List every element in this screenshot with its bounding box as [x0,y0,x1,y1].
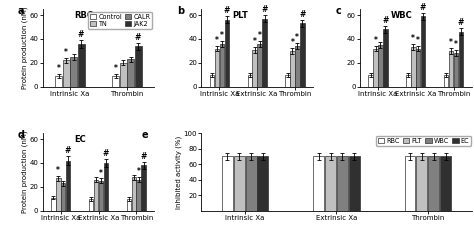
Bar [421,16,425,87]
Bar [285,75,290,87]
Text: WBC: WBC [391,11,413,20]
Text: *: * [114,64,118,73]
Text: *: * [253,37,256,46]
Text: a: a [18,6,25,16]
Legend: Control, TN, CALR, JAK2: Control, TN, CALR, JAK2 [88,12,152,29]
Y-axis label: Inhibited activity (%): Inhibited activity (%) [176,135,182,209]
Bar [404,156,415,211]
Bar [300,23,304,87]
Text: d: d [18,130,25,140]
Bar [454,53,458,87]
Bar [459,32,463,87]
Bar [440,156,451,211]
Bar [253,50,257,87]
Bar [378,45,383,87]
Bar [94,180,98,211]
Bar [141,165,146,211]
Text: *: * [215,35,219,45]
Text: *: * [64,48,68,57]
Bar [262,19,267,87]
Bar [374,49,378,87]
Bar [120,63,127,87]
Text: #: # [458,18,464,27]
Bar [222,156,233,211]
Bar [112,76,119,87]
Bar [295,46,300,87]
Text: e: e [142,130,148,140]
Bar [234,156,245,211]
Bar [132,177,136,211]
Bar [416,156,428,211]
Bar [61,183,65,211]
Bar [137,180,141,211]
Bar [290,51,295,87]
Bar [104,163,108,211]
Bar [349,156,360,211]
Text: *: * [56,166,60,175]
Text: *: * [220,31,224,40]
Text: *: * [295,33,299,42]
Text: PLT: PLT [233,11,248,20]
Text: #: # [420,3,426,12]
Text: #: # [103,150,109,158]
Bar [325,156,336,211]
Text: *: * [99,169,103,177]
Text: EC: EC [74,136,86,144]
Bar [210,75,214,87]
Bar [368,75,373,87]
Bar [219,44,224,87]
Bar [128,59,134,87]
Bar [411,47,416,87]
Bar [78,44,84,87]
Bar [56,178,61,211]
Text: *: * [258,31,262,40]
Bar [66,161,71,211]
Text: *: * [416,35,420,45]
Bar [89,199,93,211]
Bar [215,49,219,87]
Bar [449,51,453,87]
Text: #: # [135,33,141,42]
Text: #: # [78,30,84,39]
Text: #: # [299,10,305,19]
Bar [51,198,55,211]
Text: #: # [382,16,389,25]
Text: *: * [291,38,294,47]
Bar [257,156,268,211]
Bar [416,49,420,87]
Bar [135,46,142,87]
Text: RBC: RBC [74,11,93,20]
Text: #: # [224,6,230,15]
Text: *: * [449,38,453,47]
Legend: RBC, PLT, WBC, EC: RBC, PLT, WBC, EC [376,136,471,146]
Text: b: b [177,6,184,16]
Text: #: # [261,5,268,14]
Bar [313,156,324,211]
Bar [247,75,252,87]
Text: #: # [140,152,147,161]
Text: *: * [374,35,377,45]
Bar [383,30,388,87]
Bar [406,75,410,87]
Bar [127,199,131,211]
Bar [428,156,439,211]
Bar [257,44,262,87]
Text: c: c [335,6,341,16]
Bar [225,20,229,87]
Text: *: * [411,34,415,43]
Bar [444,75,448,87]
Bar [55,76,62,87]
Text: *: * [137,167,141,176]
Bar [99,181,103,211]
Bar [337,156,348,211]
Text: *: * [57,64,61,73]
Y-axis label: Protein production (nM): Protein production (nM) [22,7,28,89]
Y-axis label: Protein production (nM): Protein production (nM) [22,131,28,213]
Bar [70,57,77,87]
Text: #: # [65,147,71,155]
Bar [63,60,70,87]
Bar [246,156,256,211]
Text: *: * [454,40,458,49]
